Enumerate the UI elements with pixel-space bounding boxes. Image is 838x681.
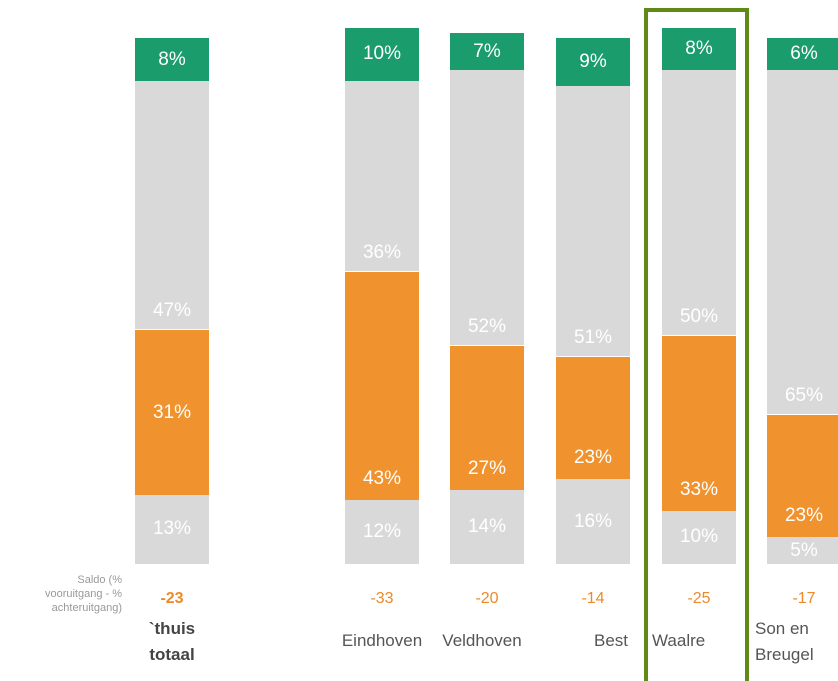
segment-label-orange-0: 31% — [152, 401, 192, 423]
saldo-value-1: -33 — [370, 590, 394, 607]
segment-bottom-4 — [662, 510, 736, 564]
segment-orange-5 — [767, 415, 838, 538]
saldo-value-2: -20 — [475, 590, 499, 607]
segment-orange-0 — [135, 330, 209, 495]
segment-top-0 — [135, 38, 209, 81]
segment-top-4 — [662, 27, 736, 71]
category-label-3: Best — [593, 631, 629, 650]
segment-orange-4 — [662, 335, 736, 511]
bar-3: 16% 23% 51% 9% — [556, 33, 630, 564]
segment-middle-2 — [450, 70, 524, 347]
saldo-value-4: -25 — [687, 590, 711, 607]
segment-label-middle-2: 52% — [467, 316, 507, 338]
segment-label-middle-4: 50% — [679, 305, 719, 327]
category-label-1: Eindhoven — [341, 631, 423, 650]
segment-top-5 — [767, 38, 838, 71]
segment-label-top-2: 7% — [473, 40, 501, 62]
segment-orange-3 — [556, 356, 630, 480]
segment-label-bottom-2: 14% — [467, 515, 507, 537]
segment-label-bottom-3: 16% — [573, 510, 613, 532]
segment-label-orange-4: 33% — [679, 478, 719, 500]
segment-label-top-5: 6% — [790, 43, 818, 65]
segment-label-middle-3: 51% — [573, 326, 613, 348]
segment-bottom-0 — [135, 494, 209, 564]
segment-bottom-2 — [450, 489, 524, 564]
segment-label-top-0: 8% — [158, 48, 186, 70]
category-label-5: Son en Breugel — [755, 619, 814, 664]
saldo-value-3: -14 — [581, 590, 605, 607]
bar-5: 5% 23% 65% 6% — [767, 33, 838, 564]
segment-label-bottom-0: 13% — [152, 518, 192, 540]
segment-middle-5 — [767, 70, 838, 416]
segment-label-orange-3: 23% — [573, 447, 613, 469]
highlight-box-waalre — [644, 8, 749, 681]
segment-label-middle-1: 36% — [362, 241, 402, 263]
segment-label-bottom-5: 5% — [790, 539, 818, 561]
segment-label-orange-5: 23% — [784, 505, 824, 527]
segment-middle-4 — [662, 70, 736, 336]
segment-label-middle-5: 65% — [784, 385, 824, 407]
segment-top-3 — [556, 38, 630, 87]
bar-2: 14% 27% 52% 7% — [450, 33, 524, 564]
bar-0: 13% 31% 47% 8% — [135, 33, 209, 564]
segment-bottom-3 — [556, 479, 630, 564]
segment-label-top-4: 8% — [685, 37, 713, 59]
segment-middle-0 — [135, 80, 209, 331]
category-label-4: Waalre — [652, 631, 706, 650]
segment-label-top-3: 9% — [579, 51, 607, 73]
saldo-value-0: -23 — [160, 590, 184, 607]
bar-1: 12% 43% 36% 10% — [345, 27, 419, 564]
segment-bottom-5 — [767, 537, 838, 564]
segment-label-orange-1: 43% — [362, 468, 402, 490]
segment-top-1 — [345, 27, 419, 81]
category-label-0: `thuis totaal — [148, 619, 196, 664]
segment-label-orange-2: 27% — [467, 457, 507, 479]
segment-bottom-1 — [345, 500, 419, 564]
segment-label-top-1: 10% — [362, 43, 402, 65]
segment-label-middle-0: 47% — [152, 300, 192, 322]
saldo-value-5: -17 — [792, 590, 816, 607]
category-label-2: Veldhoven — [442, 631, 522, 650]
saldo-axis-label: Saldo (% vooruitgang - % achteruitgang) — [44, 574, 122, 614]
segment-orange-1 — [345, 271, 419, 501]
segment-orange-2 — [450, 346, 524, 490]
segment-top-2 — [450, 33, 524, 71]
bar-4: 10% 33% 50% 8% — [662, 27, 736, 564]
segment-label-bottom-1: 12% — [362, 521, 402, 543]
segment-label-bottom-4: 10% — [679, 526, 719, 548]
segment-middle-1 — [345, 80, 419, 272]
segment-middle-3 — [556, 86, 630, 357]
